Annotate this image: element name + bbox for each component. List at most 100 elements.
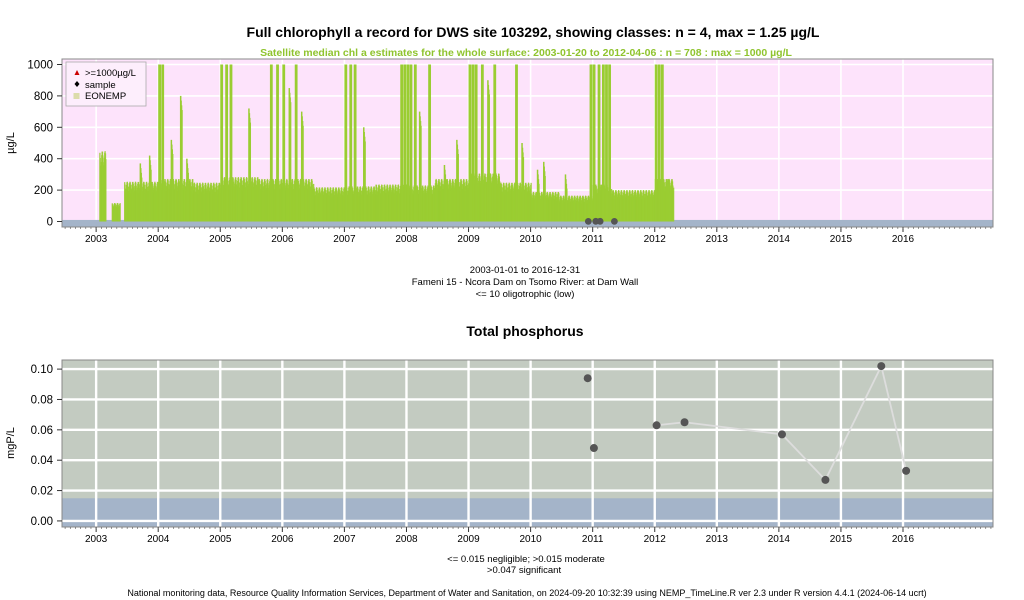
chl-satellite-spike [350, 64, 353, 222]
tp-x-tick-label: 2013 [706, 534, 729, 545]
tp-series [583, 362, 911, 484]
chl-satellite-spike [271, 64, 273, 222]
chl-satellite-spike [603, 64, 605, 222]
chl-x-tick-label: 2006 [271, 234, 294, 245]
tp-gridlines [62, 360, 993, 527]
tp-y-axis: 0.00 0.02 0.04 0.06 0.08 0.10 [31, 364, 62, 528]
tp-x-axis: 2003 2004 2005 2006 2007 2008 2009 2010 2011 2012… [64, 527, 992, 545]
tp-x-tick-label: 2009 [457, 534, 480, 545]
legend-exceed-label: >=1000µg/L [85, 68, 136, 79]
chl-satellite-bar [672, 187, 675, 222]
tp-y-tick-label: 0.08 [31, 394, 53, 406]
tp-data-point [589, 444, 598, 453]
legend-eonemp-label: EONEMP [85, 91, 126, 102]
chl-class-band-oligotrophic [62, 219, 993, 227]
chl-satellite-series [99, 64, 675, 222]
tp-x-tick-label: 2006 [271, 534, 294, 545]
chl-satellite-spike [407, 64, 410, 222]
chl-satellite-spike [221, 64, 224, 222]
tp-x-tick-label: 2011 [582, 534, 604, 545]
chl-satellite-spike [566, 188, 568, 222]
chl-class-caption: <= 10 oligotrophic (low) [476, 289, 575, 300]
chl-satellite-spike [296, 64, 298, 222]
chl-satellite-spike [140, 177, 143, 222]
tp-data-point [902, 466, 911, 475]
tp-class-band-negligible [62, 498, 993, 527]
tp-x-tick-label: 2012 [644, 534, 667, 545]
chl-satellite-spike [598, 64, 601, 222]
chl-satellite-spike [606, 64, 608, 222]
chl-satellite-spike [302, 125, 304, 222]
chl-satellite-spike [355, 64, 357, 222]
chl-x-axis: 2003 2004 2005 2006 2007 2008 2009 2010 2011 2012… [64, 227, 992, 245]
chl-chart-subtitle: Satellite median chl a estimates for the… [260, 47, 792, 59]
chl-x-tick-label: 2010 [519, 234, 542, 245]
chl-y-tick-label: 600 [34, 122, 53, 134]
chl-y-axis: 0 200 400 600 800 1000 [27, 59, 62, 229]
chl-satellite-spike [668, 193, 670, 222]
chl-satellite-spike [445, 179, 447, 222]
chl-satellite-spike [364, 141, 366, 222]
chl-satellite-bar [105, 159, 107, 222]
tp-x-tick-label: 2015 [830, 534, 853, 545]
chl-satellite-spike [457, 153, 459, 222]
chl-y-tick-label: 400 [34, 154, 53, 166]
legend-eonemp-swatch [73, 93, 80, 99]
chl-date-range-caption: 2003-01-01 to 2016-12-31 [470, 265, 580, 276]
tp-series-line [656, 363, 907, 482]
chl-x-tick-label: 2011 [582, 234, 604, 245]
chl-sample-point [596, 217, 604, 225]
chl-satellite-spike [410, 64, 413, 222]
legend-exceed-marker-icon [74, 70, 80, 75]
chl-sample-point [584, 217, 592, 225]
chl-satellite-spike [171, 153, 174, 222]
chl-y-tick-label: 200 [34, 185, 53, 197]
chl-satellite-spike [469, 64, 472, 222]
chl-satellite-spike [662, 64, 664, 222]
chl-x-tick-label: 2012 [644, 234, 667, 245]
tp-class-caption-2: >0.047 significant [487, 565, 562, 576]
chl-x-tick-label: 2008 [395, 234, 418, 245]
chlorophyll-chart: Full chlorophyll a record for DWS site 1… [5, 24, 994, 300]
chl-satellite-spike [472, 64, 475, 222]
tp-y-tick-label: 0.06 [31, 425, 53, 437]
tp-x-tick-label: 2010 [519, 534, 542, 545]
chl-satellite-spike [482, 64, 484, 222]
tp-data-point [652, 421, 661, 430]
chl-satellite-spike [162, 64, 165, 222]
chl-x-tick-label: 2014 [768, 234, 791, 245]
chl-satellite-spike [230, 64, 233, 222]
chl-x-tick-label: 2015 [830, 234, 853, 245]
phosphorus-chart: Total phosphorus 0.00 0.02 0.04 0.06 0.08 0.1… [5, 323, 994, 576]
tp-plot-frame [61, 359, 994, 528]
chl-satellite-spike [609, 64, 611, 222]
chl-y-tick-label: 1000 [27, 59, 53, 71]
tp-x-tick-label: 2014 [768, 534, 791, 545]
tp-y-tick-label: 0.04 [31, 455, 54, 467]
chl-x-tick-label: 2003 [85, 234, 108, 245]
chl-satellite-spike [181, 110, 183, 222]
chl-site-caption: Fameni 15 - Ncora Dam on Tsomo River: at… [412, 277, 638, 288]
chl-x-tick-label: 2007 [333, 234, 356, 245]
tp-data-point [777, 430, 786, 439]
legend-sample-marker-icon [74, 81, 80, 87]
chl-x-tick-label: 2013 [706, 234, 729, 245]
chl-satellite-spike [415, 64, 417, 222]
chl-plot-frame [61, 58, 994, 228]
chl-satellite-spike [488, 94, 490, 222]
chl-x-tick-label: 2009 [457, 234, 480, 245]
tp-data-point [821, 475, 830, 484]
chl-satellite-spike [277, 64, 279, 222]
tp-data-point [877, 362, 886, 371]
chl-satellite-spike [187, 172, 189, 222]
chl-satellite-spike [283, 64, 286, 222]
chl-satellite-spike [522, 157, 525, 222]
chl-satellite-spike [150, 169, 152, 222]
chl-satellite-spike [590, 64, 593, 222]
tp-chart-title: Total phosphorus [466, 323, 583, 339]
chl-satellite-spike [401, 64, 404, 222]
tp-class-bands [62, 360, 993, 527]
chl-satellite-spike [516, 64, 518, 222]
chl-y-axis-label: µg/L [5, 132, 17, 154]
